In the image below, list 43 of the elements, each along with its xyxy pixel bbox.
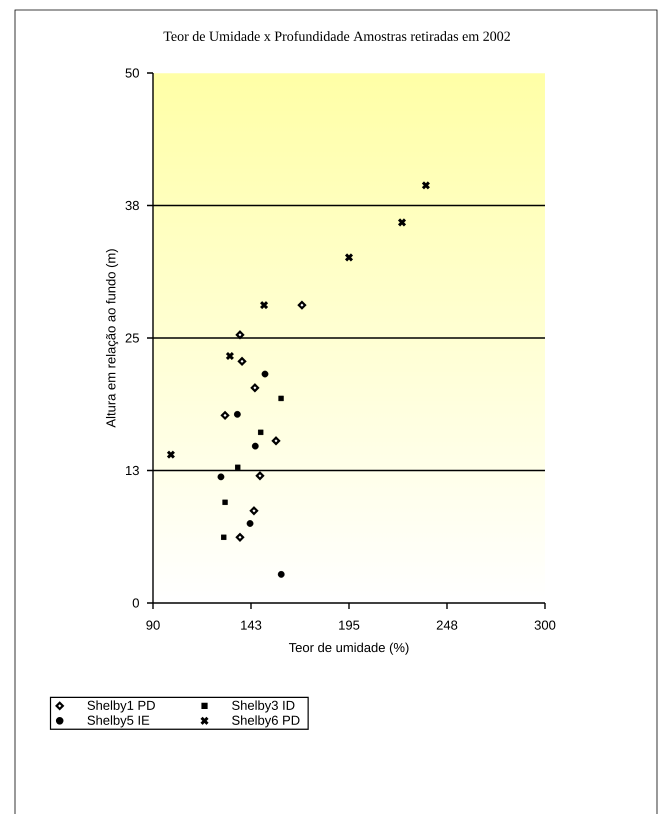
y-tick-label: 50 bbox=[126, 68, 139, 78]
point bbox=[246, 520, 254, 527]
point bbox=[236, 330, 244, 340]
x-tick-label: 90 bbox=[146, 620, 160, 630]
legend-label: Shelby3 ID bbox=[232, 700, 294, 713]
point bbox=[221, 534, 226, 540]
point bbox=[238, 357, 246, 366]
point bbox=[218, 473, 224, 480]
y-tick-label: 25 bbox=[126, 333, 139, 343]
point bbox=[234, 410, 241, 418]
y-axis-title: Altura em relação ao fundo (m) bbox=[106, 249, 118, 428]
point bbox=[278, 570, 285, 578]
point bbox=[421, 180, 430, 190]
x-tick-label: 300 bbox=[534, 620, 556, 630]
legend-label: Shelby6 PD bbox=[232, 715, 300, 728]
y-tick-label: 0 bbox=[132, 598, 139, 608]
point bbox=[250, 506, 258, 515]
point bbox=[272, 436, 280, 446]
point bbox=[298, 300, 306, 310]
point bbox=[252, 442, 259, 450]
x-tick-label: 248 bbox=[436, 620, 458, 630]
point bbox=[250, 384, 260, 392]
chart-title: Teor de Umidade x Profundidade Amostras retiradas em 2002 bbox=[164, 30, 510, 41]
point bbox=[398, 218, 406, 227]
legend-label: Shelby1 PD bbox=[88, 700, 155, 713]
point bbox=[260, 300, 269, 310]
point bbox=[235, 464, 240, 470]
y-tick-label: 13 bbox=[126, 466, 139, 476]
x-tick-label: 143 bbox=[241, 620, 262, 630]
point bbox=[236, 533, 244, 542]
x-axis-title: Teor de umidade (%) bbox=[288, 642, 408, 655]
y-tick-label: 38 bbox=[126, 200, 139, 210]
point bbox=[166, 450, 176, 460]
point bbox=[256, 472, 264, 480]
point bbox=[262, 370, 268, 378]
point bbox=[278, 396, 284, 402]
point bbox=[225, 352, 234, 360]
point bbox=[258, 430, 264, 436]
point bbox=[220, 411, 230, 420]
legend-label: Shelby5 IE bbox=[88, 715, 150, 728]
point bbox=[344, 252, 354, 262]
x-tick-label: 195 bbox=[339, 620, 360, 630]
point bbox=[222, 500, 228, 505]
